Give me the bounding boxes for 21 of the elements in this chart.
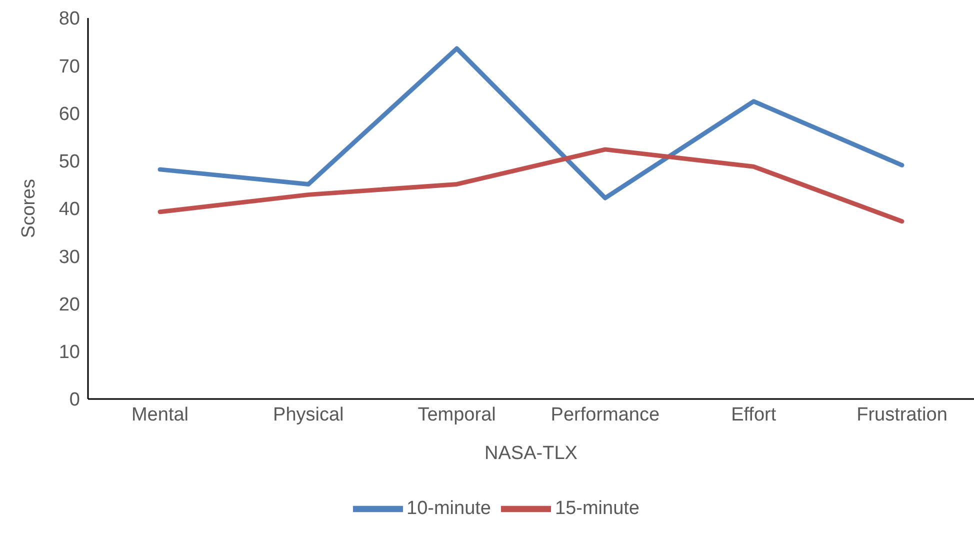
y-tick-label: 80 <box>58 8 80 30</box>
x-tick-label: Frustration <box>856 404 948 426</box>
x-tick-label: Temporal <box>418 404 496 426</box>
y-tick-label: 0 <box>69 390 80 411</box>
x-tick-label: Mental <box>131 404 189 426</box>
y-tick-label: 50 <box>58 152 80 173</box>
y-tick-label: 10 <box>58 342 80 364</box>
line-series <box>158 147 904 224</box>
y-tick-label: 70 <box>58 56 80 78</box>
y-tick-label: 40 <box>58 199 80 220</box>
x-tick-label: Effort <box>731 404 777 426</box>
x-axis-title: NASA-TLX <box>484 443 578 464</box>
y-tick-label: 30 <box>58 246 80 268</box>
y-axis-title: Scores <box>18 178 40 238</box>
legend-label: 10-minute <box>406 498 491 520</box>
y-tick-label: 20 <box>58 294 80 316</box>
line-series <box>158 46 904 200</box>
x-tick-label: Physical <box>273 404 344 426</box>
legend-label: 15-minute <box>555 498 640 520</box>
y-tick-label: 60 <box>58 104 80 125</box>
x-tick-label: Performance <box>550 404 660 426</box>
